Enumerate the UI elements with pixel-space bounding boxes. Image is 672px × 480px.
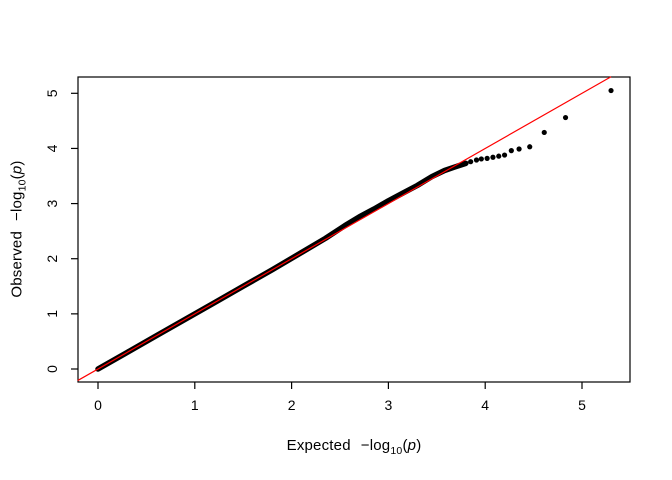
- x-tick-label: 5: [578, 397, 586, 413]
- identity-line: [77, 76, 612, 382]
- y-axis-label: Observed −log10(p): [8, 160, 29, 298]
- x-axis-label: Expected −log10(p): [286, 437, 422, 457]
- data-point: [468, 159, 474, 165]
- x-tick-label: 4: [481, 397, 489, 413]
- y-tick-label: 0: [44, 365, 60, 373]
- x-tick-label: 2: [288, 397, 296, 413]
- x-axis-label-prefix: Expected: [286, 437, 351, 454]
- y-tick-label: 3: [44, 199, 60, 207]
- y-axis-label-operator: −log: [8, 191, 26, 221]
- y-tick-label: 5: [44, 89, 60, 97]
- data-point: [490, 154, 496, 160]
- x-axis-label-close-paren: ): [416, 437, 422, 454]
- x-axis-label-operator: −log: [360, 437, 391, 454]
- data-point: [541, 129, 547, 136]
- x-tick-label: 0: [94, 397, 102, 413]
- data-point: [484, 155, 490, 161]
- data-point: [473, 157, 480, 163]
- y-axis-label-variable: p: [8, 165, 26, 175]
- y-axis-label-prefix: Observed: [8, 230, 26, 298]
- data-point: [478, 156, 484, 162]
- data-point: [508, 148, 514, 154]
- x-tick-label: 3: [385, 397, 393, 413]
- y-tick-label: 4: [44, 144, 60, 152]
- y-axis-label-open-paren: (: [8, 174, 26, 180]
- data-point: [496, 153, 502, 159]
- data-point: [527, 144, 533, 150]
- data-point: [516, 146, 522, 152]
- data-point: [608, 87, 614, 94]
- data-point: [501, 152, 508, 158]
- x-axis-label-open-paren: (: [402, 437, 408, 454]
- x-axis-label-variable: p: [407, 437, 417, 454]
- y-axis-label-subscript: 10: [16, 179, 28, 192]
- x-tick-label: 1: [191, 397, 199, 413]
- x-axis-label-subscript: 10: [390, 444, 403, 457]
- y-tick-label: 2: [44, 255, 60, 263]
- data-point: [562, 114, 569, 121]
- y-axis-label-close-paren: ): [8, 160, 26, 166]
- y-tick-label: 1: [44, 310, 60, 318]
- plot-border: [77, 76, 631, 383]
